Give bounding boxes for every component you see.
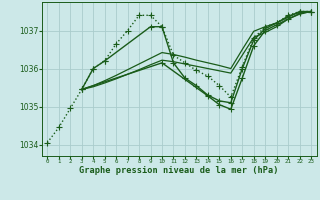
X-axis label: Graphe pression niveau de la mer (hPa): Graphe pression niveau de la mer (hPa) bbox=[79, 166, 279, 175]
